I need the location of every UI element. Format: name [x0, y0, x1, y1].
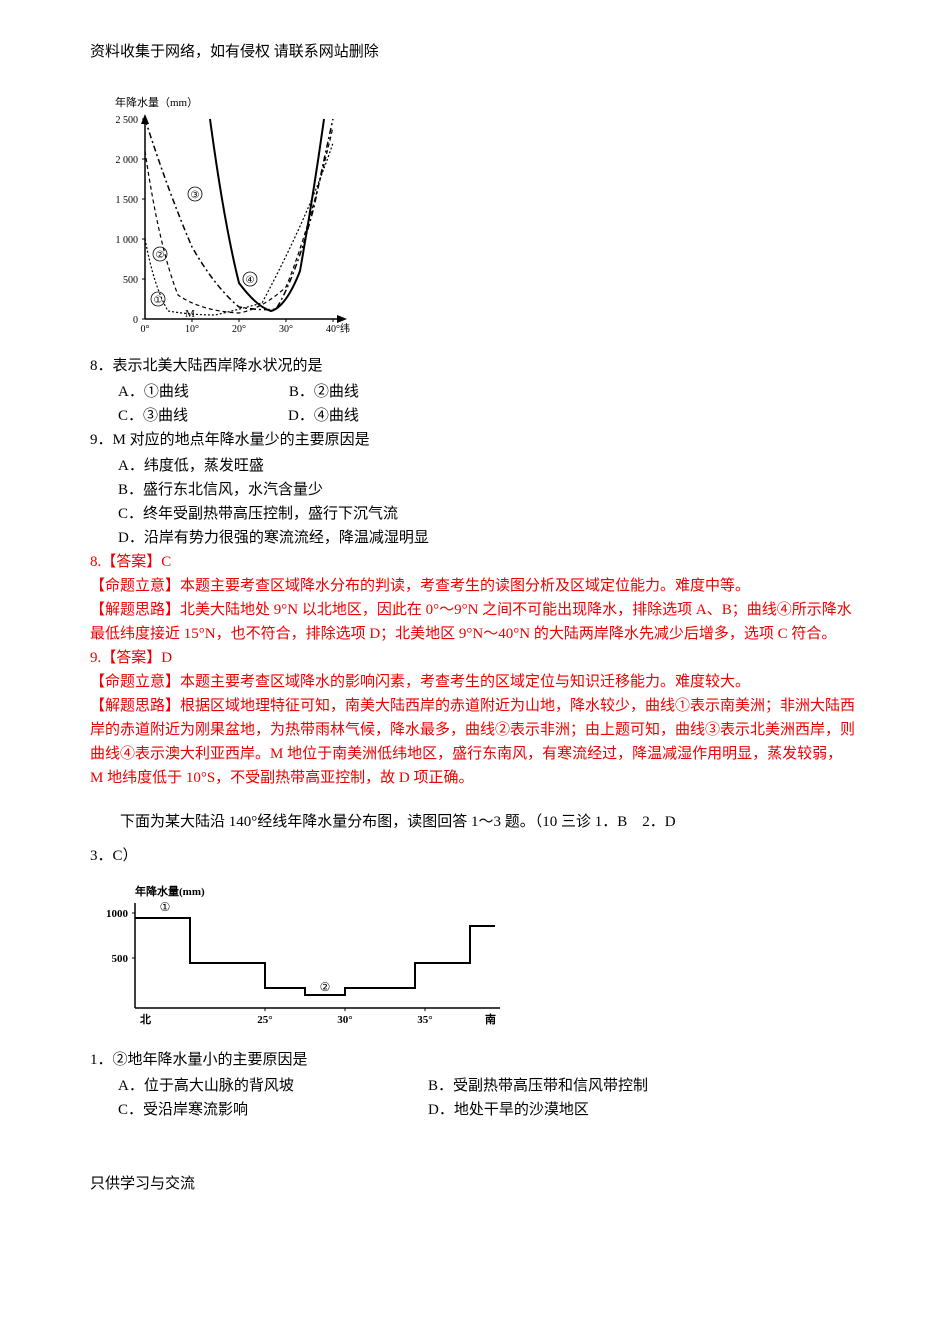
label-m: M: [185, 308, 195, 320]
question-8: 8．表示北美大陆西岸降水状况的是: [90, 354, 855, 378]
q9-option-c: C．终年受副热带高压控制，盛行下沉气流: [118, 502, 855, 526]
section2-intro: 下面为某大陆沿 140°经线年降水量分布图，读图回答 1～3 题。（10 三诊 …: [90, 810, 855, 834]
answer-8-solution: 【解题思路】北美大陆地处 9°N 以北地区，因此在 0°～9°N 之间不可能出现…: [90, 598, 855, 646]
answer-9-intent: 【命题立意】本题主要考查区域降水的影响闪素，考查考生的区域定位与知识迁移能力。难…: [90, 670, 855, 694]
c2-ytick-1000: 1000: [106, 908, 129, 920]
label-1: ①: [154, 295, 163, 306]
section2-intro-line2: 3．C）: [90, 844, 855, 868]
s2q1-option-b: B．受副热带高压带和信风带控制: [428, 1074, 648, 1098]
header-note: 资料收集于网络，如有侵权 请联系网站删除: [90, 40, 855, 64]
curve-1: [145, 143, 333, 315]
ytick-0: 0: [133, 315, 138, 326]
ytick-2000: 2 000: [116, 155, 139, 166]
xtick-40: 40°纬度: [326, 322, 350, 335]
chart1-container: 年降水量（mm） 0 500 1 000 1 500 2 000 2 500 0…: [90, 94, 855, 344]
c2-xtick-30: 30°: [337, 1014, 352, 1026]
q9-option-d: D．沿岸有势力很强的寒流流经，降温减湿明显: [118, 526, 855, 550]
q8-option-b: B．②曲线: [289, 380, 359, 404]
chart2-label-2: ②: [320, 980, 331, 994]
answer-9-solution: 【解题思路】根据区域地理特征可知，南美大陆西岸的赤道附近为山地，降水较少，曲线①…: [90, 694, 855, 790]
xtick-0: 0°: [141, 324, 150, 335]
label-4: ④: [246, 275, 255, 286]
section2-q1: 1．②地年降水量小的主要原因是: [90, 1048, 855, 1072]
curve-4: [210, 119, 324, 311]
ytick-500: 500: [123, 275, 138, 286]
chart2-ylabel: 年降水量(mm): [135, 884, 205, 898]
c2-xtick-35: 35°: [417, 1014, 432, 1026]
label-3: ③: [191, 190, 200, 201]
answer-9-title: 9.【答案】D: [90, 646, 855, 670]
curve-2: [145, 127, 333, 313]
precipitation-chart-1: 年降水量（mm） 0 500 1 000 1 500 2 000 2 500 0…: [90, 94, 350, 344]
c2-xtick-south: 南: [485, 1012, 496, 1026]
c2-ytick-500: 500: [112, 953, 129, 965]
xtick-30: 30°: [279, 324, 293, 335]
xtick-10: 10°: [185, 324, 199, 335]
answer-8-title: 8.【答案】C: [90, 550, 855, 574]
precipitation-chart-2: 年降水量(mm) 500 1000 北 25° 30° 35° 南 ① ②: [90, 883, 510, 1033]
ytick-1000: 1 000: [116, 235, 139, 246]
q8-option-a: A．①曲线: [118, 380, 189, 404]
chart1-ylabel: 年降水量（mm）: [115, 95, 198, 109]
s2q1-option-c: C．受沿岸寒流影响: [118, 1098, 328, 1122]
q9-option-a: A．纬度低，蒸发旺盛: [118, 454, 855, 478]
q9-option-b: B．盛行东北信风，水汽含量少: [118, 478, 855, 502]
chart2-step-line: [135, 918, 495, 995]
s2q1-option-a: A．位于高大山脉的背风坡: [118, 1074, 328, 1098]
q8-option-d: D．④曲线: [288, 404, 359, 428]
chart2-container: 年降水量(mm) 500 1000 北 25° 30° 35° 南 ① ②: [90, 883, 855, 1033]
q8-option-c: C．③曲线: [118, 404, 188, 428]
c2-xtick-north: 北: [140, 1012, 151, 1026]
label-2: ②: [156, 250, 165, 261]
ytick-2500: 2 500: [116, 115, 139, 126]
ytick-1500: 1 500: [116, 195, 139, 206]
footer-note: 只供学习与交流: [90, 1172, 855, 1196]
chart2-label-1: ①: [160, 900, 171, 914]
s2q1-option-d: D．地处干旱的沙漠地区: [428, 1098, 589, 1122]
answer-8-intent: 【命题立意】本题主要考查区域降水分布的判读，考查考生的读图分析及区域定位能力。难…: [90, 574, 855, 598]
question-9: 9．M 对应的地点年降水量少的主要原因是: [90, 428, 855, 452]
xtick-20: 20°: [232, 324, 246, 335]
c2-xtick-25: 25°: [257, 1014, 272, 1026]
